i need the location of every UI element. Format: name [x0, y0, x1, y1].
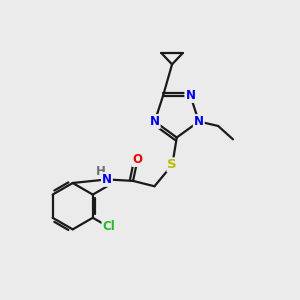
Text: O: O	[133, 153, 142, 166]
Text: N: N	[185, 89, 195, 102]
Text: N: N	[194, 115, 204, 128]
Text: H: H	[95, 165, 105, 178]
Text: Cl: Cl	[102, 220, 115, 233]
Text: N: N	[150, 115, 160, 128]
Text: S: S	[167, 158, 177, 171]
Text: N: N	[102, 173, 112, 186]
